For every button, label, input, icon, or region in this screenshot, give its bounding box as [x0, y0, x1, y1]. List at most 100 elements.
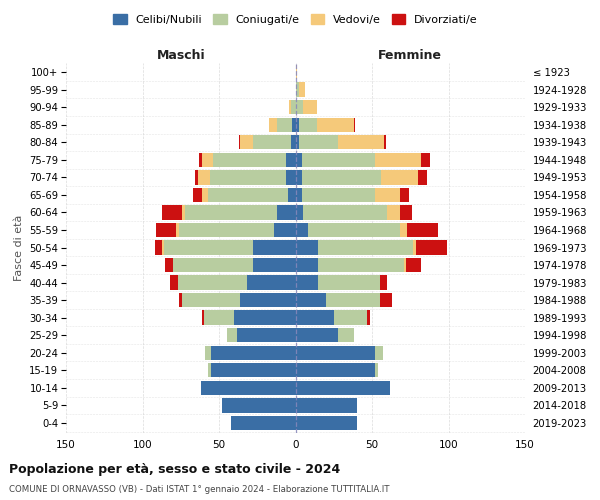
Bar: [296, 416, 356, 430]
Text: COMUNE DI ORNAVASSO (VB) - Dati ISTAT 1° gennaio 2024 - Elaborazione TUTTITALIA.: COMUNE DI ORNAVASSO (VB) - Dati ISTAT 1°…: [9, 485, 389, 494]
Bar: [404, 258, 406, 272]
Bar: [296, 223, 308, 237]
Bar: [406, 258, 421, 272]
Bar: [317, 118, 353, 132]
Bar: [253, 240, 296, 254]
Bar: [289, 100, 291, 114]
Bar: [185, 205, 277, 220]
Bar: [299, 82, 305, 97]
Bar: [319, 258, 404, 272]
Bar: [199, 152, 202, 167]
Bar: [178, 276, 247, 290]
Bar: [400, 223, 407, 237]
Bar: [213, 152, 286, 167]
Bar: [353, 118, 355, 132]
Bar: [291, 100, 296, 114]
Bar: [173, 258, 253, 272]
Bar: [296, 188, 302, 202]
Bar: [375, 363, 378, 378]
Bar: [166, 258, 173, 272]
Bar: [170, 276, 178, 290]
Bar: [277, 205, 296, 220]
Bar: [296, 240, 319, 254]
Bar: [296, 293, 326, 308]
Bar: [182, 293, 241, 308]
Bar: [238, 328, 296, 342]
Bar: [292, 118, 296, 132]
Bar: [164, 240, 253, 254]
Bar: [241, 135, 253, 150]
Bar: [296, 152, 302, 167]
Bar: [296, 170, 302, 184]
Bar: [416, 240, 447, 254]
Bar: [269, 118, 277, 132]
Bar: [296, 100, 303, 114]
Bar: [291, 135, 296, 150]
Bar: [299, 118, 317, 132]
Bar: [182, 205, 185, 220]
Bar: [202, 188, 208, 202]
Bar: [296, 258, 319, 272]
Bar: [296, 82, 299, 97]
Bar: [210, 170, 286, 184]
Bar: [286, 152, 296, 167]
Bar: [296, 380, 391, 395]
Bar: [202, 310, 204, 325]
Bar: [211, 346, 296, 360]
Bar: [247, 276, 296, 290]
Bar: [277, 118, 292, 132]
Bar: [200, 380, 296, 395]
Bar: [413, 240, 416, 254]
Bar: [375, 152, 421, 167]
Text: Popolazione per età, sesso e stato civile - 2024: Popolazione per età, sesso e stato civil…: [9, 462, 340, 475]
Bar: [375, 188, 400, 202]
Bar: [296, 205, 303, 220]
Bar: [227, 328, 238, 342]
Bar: [380, 293, 392, 308]
Bar: [163, 205, 182, 220]
Bar: [155, 240, 163, 254]
Bar: [375, 346, 383, 360]
Bar: [319, 276, 380, 290]
Bar: [208, 363, 211, 378]
Bar: [296, 135, 299, 150]
Bar: [239, 135, 241, 150]
Bar: [334, 310, 367, 325]
Bar: [421, 152, 430, 167]
Bar: [302, 188, 375, 202]
Bar: [204, 310, 235, 325]
Bar: [400, 188, 409, 202]
Bar: [253, 258, 296, 272]
Bar: [197, 170, 210, 184]
Bar: [179, 223, 274, 237]
Bar: [156, 223, 176, 237]
Bar: [296, 328, 338, 342]
Bar: [418, 170, 427, 184]
Bar: [302, 170, 381, 184]
Bar: [303, 100, 317, 114]
Bar: [205, 346, 211, 360]
Bar: [208, 188, 288, 202]
Bar: [338, 135, 384, 150]
Bar: [241, 293, 296, 308]
Y-axis label: Anni di nascita: Anni di nascita: [596, 206, 600, 289]
Bar: [303, 205, 388, 220]
Bar: [308, 223, 400, 237]
Bar: [194, 170, 197, 184]
Bar: [253, 135, 291, 150]
Bar: [299, 135, 338, 150]
Bar: [296, 65, 297, 80]
Bar: [193, 188, 202, 202]
Bar: [388, 205, 400, 220]
Bar: [176, 223, 179, 237]
Bar: [288, 188, 296, 202]
Bar: [222, 398, 296, 412]
Bar: [296, 276, 319, 290]
Bar: [326, 293, 380, 308]
Text: Femmine: Femmine: [378, 49, 442, 62]
Bar: [367, 310, 370, 325]
Bar: [302, 152, 375, 167]
Bar: [211, 363, 296, 378]
Bar: [296, 118, 299, 132]
Bar: [286, 170, 296, 184]
